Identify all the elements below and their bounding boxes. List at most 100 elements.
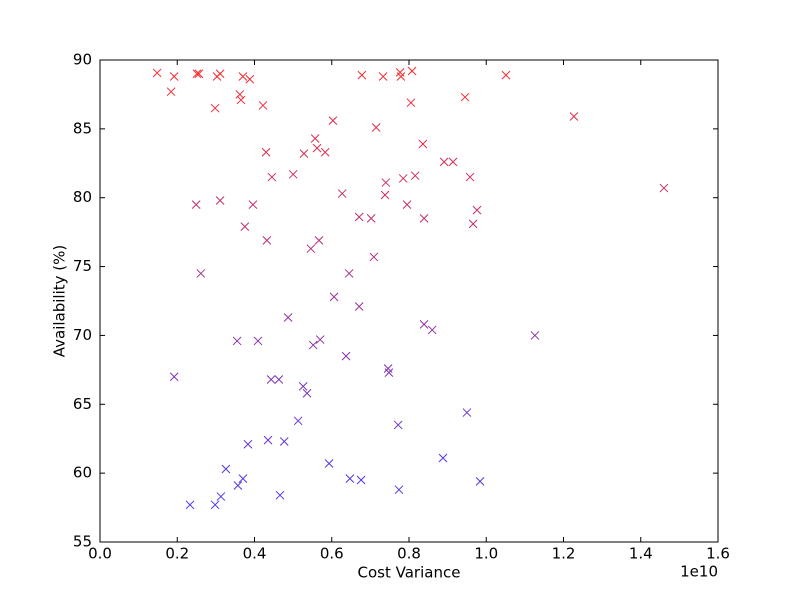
point xyxy=(235,90,245,99)
y-tick-label: 65 xyxy=(73,395,92,413)
x-tick-label: 1.0 xyxy=(474,545,498,563)
point xyxy=(243,439,253,449)
point xyxy=(439,157,449,167)
point xyxy=(310,134,320,143)
point xyxy=(240,222,250,231)
plot-frame xyxy=(99,59,719,543)
point xyxy=(210,103,220,113)
point xyxy=(394,485,404,495)
point xyxy=(298,382,308,391)
point xyxy=(267,172,277,182)
y-tick-label: 85 xyxy=(73,119,92,137)
point xyxy=(192,69,202,79)
point xyxy=(465,172,475,182)
point xyxy=(253,336,263,346)
x-tick-label: 0.0 xyxy=(88,545,112,563)
point xyxy=(371,123,381,132)
point xyxy=(366,214,376,223)
y-tick-label: 75 xyxy=(73,257,92,275)
y-tick-label: 70 xyxy=(73,326,92,344)
point xyxy=(448,157,458,167)
point xyxy=(216,492,226,501)
point xyxy=(248,200,258,209)
point xyxy=(378,72,388,81)
point xyxy=(166,87,176,97)
point xyxy=(402,200,412,209)
point xyxy=(530,331,540,340)
point xyxy=(659,183,669,193)
point xyxy=(221,464,231,474)
point xyxy=(279,437,289,446)
point xyxy=(460,92,470,102)
y-axis-label: Availability (%) xyxy=(51,245,69,358)
point xyxy=(238,72,248,81)
point xyxy=(341,351,351,361)
point xyxy=(152,68,162,78)
x-tick-label: 0.4 xyxy=(243,545,267,563)
point xyxy=(337,189,347,198)
point xyxy=(233,481,243,490)
point xyxy=(475,477,485,486)
point xyxy=(236,95,246,105)
point xyxy=(328,116,338,125)
x-tick-label: 0.6 xyxy=(320,545,344,563)
point xyxy=(215,69,225,79)
point xyxy=(283,313,293,322)
point xyxy=(194,69,204,79)
point xyxy=(410,171,420,181)
point xyxy=(185,500,195,510)
point xyxy=(238,474,248,484)
point xyxy=(396,72,406,81)
point xyxy=(419,214,429,223)
point xyxy=(462,408,472,417)
x-tick-label: 1.2 xyxy=(552,545,576,563)
point xyxy=(398,174,408,183)
y-tick-label: 55 xyxy=(73,533,92,551)
point xyxy=(266,375,276,384)
point xyxy=(312,143,322,153)
y-tick-label: 90 xyxy=(73,51,92,69)
point xyxy=(468,219,478,229)
point xyxy=(472,205,482,215)
x-axis-label: Cost Variance xyxy=(358,564,461,582)
point xyxy=(308,340,318,350)
point xyxy=(427,325,437,335)
point xyxy=(380,190,390,200)
x-tick-label: 0.2 xyxy=(165,545,189,563)
point xyxy=(320,147,330,157)
point xyxy=(288,169,298,179)
y-tick-label: 60 xyxy=(73,464,92,482)
point xyxy=(356,475,366,485)
point xyxy=(169,372,179,382)
point xyxy=(210,500,220,510)
point xyxy=(324,459,334,468)
point xyxy=(191,200,201,209)
point xyxy=(261,147,271,157)
point xyxy=(215,196,225,205)
point xyxy=(306,244,316,254)
point xyxy=(419,320,429,329)
point xyxy=(357,70,367,80)
point xyxy=(393,420,403,430)
point xyxy=(354,212,364,222)
point xyxy=(438,453,448,463)
point xyxy=(263,435,273,445)
point xyxy=(232,336,242,346)
point xyxy=(258,101,268,110)
x-tick-label: 0.8 xyxy=(397,545,421,563)
point xyxy=(369,252,379,262)
y-tick-label: 80 xyxy=(73,188,92,206)
x-tick-label: 1.6 xyxy=(706,545,730,563)
point xyxy=(407,66,417,76)
x-offset-label: 1e10 xyxy=(680,563,718,581)
point xyxy=(245,74,255,84)
point xyxy=(293,416,303,426)
x-tick-label: 1.4 xyxy=(629,545,653,563)
point xyxy=(169,72,179,81)
point xyxy=(314,236,324,245)
point xyxy=(344,269,354,278)
point xyxy=(418,139,428,149)
point xyxy=(384,368,394,377)
point xyxy=(299,149,309,158)
